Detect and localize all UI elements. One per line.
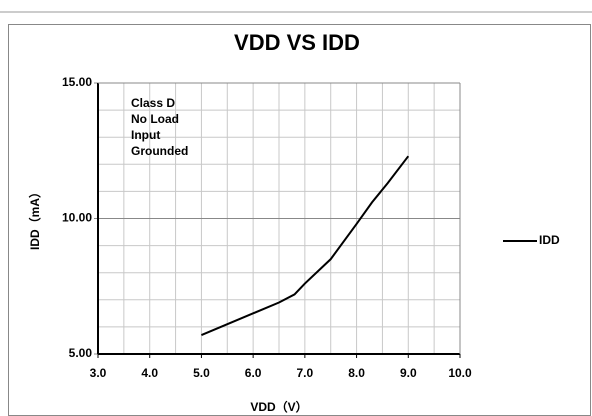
data-line <box>201 155 410 336</box>
annotation: No Load <box>131 112 179 126</box>
x-tick-label: 5.0 <box>193 366 210 380</box>
y-tick-label: 10.00 <box>62 211 92 225</box>
x-tick-label: 7.0 <box>297 366 314 380</box>
annotation: Grounded <box>131 144 188 158</box>
y-tick-label: 15.00 <box>62 75 92 89</box>
annotation: Input <box>131 128 160 142</box>
x-tick-label: 9.0 <box>400 366 417 380</box>
x-axis-label: VDD（V） <box>250 399 307 414</box>
x-tick-label: 8.0 <box>348 366 365 380</box>
annotation: Class D <box>131 96 175 110</box>
y-axis-label: IDD（mA） <box>27 186 42 250</box>
x-tick-label: 10.0 <box>448 366 472 380</box>
legend-label: IDD <box>539 233 560 247</box>
y-tick-label: 5.00 <box>69 346 93 360</box>
x-tick-label: 4.0 <box>141 366 158 380</box>
x-tick-label: 6.0 <box>245 366 262 380</box>
chart-title: VDD VS IDD <box>234 30 360 55</box>
x-tick-label: 3.0 <box>90 366 107 380</box>
